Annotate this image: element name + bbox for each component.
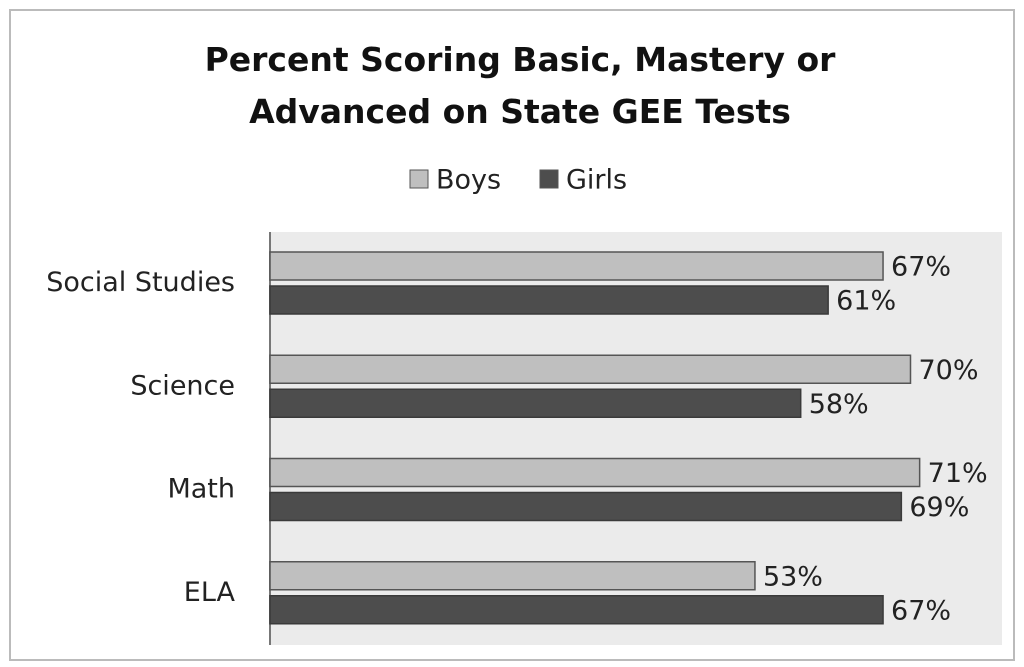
y-tick-label: Science (130, 370, 235, 401)
bar (269, 354, 912, 384)
chart-title: Percent Scoring Basic, Mastery or Advanc… (204, 40, 836, 131)
legend-label: Girls (566, 165, 627, 196)
bar (269, 251, 884, 281)
bar (269, 457, 921, 488)
data-label: 58% (809, 389, 869, 420)
data-label: 70% (919, 355, 979, 386)
bar (269, 561, 756, 591)
bar (269, 491, 903, 522)
legend-label: Boys (436, 165, 501, 196)
bar (269, 388, 802, 418)
data-label: 71% (928, 458, 988, 489)
bar (269, 285, 829, 315)
data-label: 67% (891, 595, 951, 626)
legend-swatch (539, 169, 559, 189)
y-tick-label: ELA (184, 577, 236, 608)
y-tick-label: Social Studies (46, 267, 235, 298)
data-label: 69% (909, 492, 969, 523)
data-label: 53% (763, 561, 823, 592)
legend-swatch (409, 169, 429, 189)
data-label: 61% (836, 286, 896, 317)
bar (269, 595, 884, 625)
y-tick-label: Math (167, 474, 235, 505)
data-label: 67% (891, 252, 951, 283)
